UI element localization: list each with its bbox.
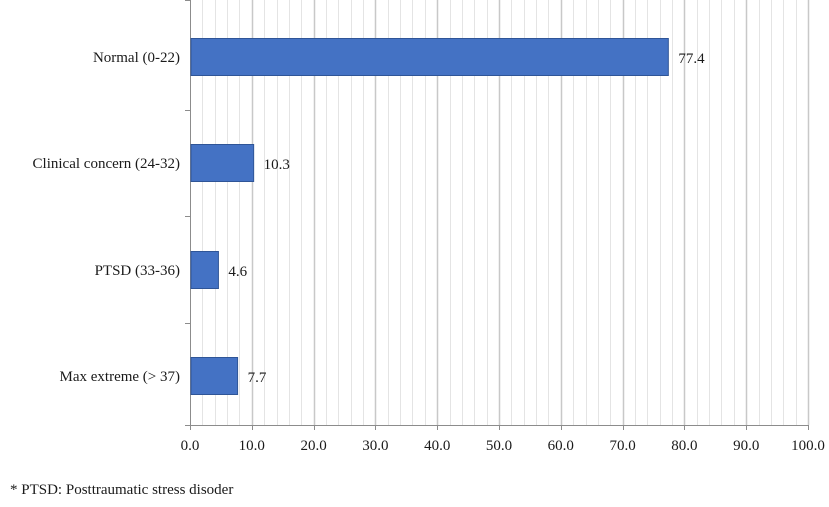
category-label: PTSD (33-36)	[95, 263, 180, 279]
category-label: Clinical concern (24-32)	[33, 156, 180, 172]
category-label: Max extreme (> 37)	[60, 369, 181, 385]
x-tick-label: 30.0	[362, 438, 388, 454]
data-label: 77.4	[678, 51, 705, 67]
category-label: Normal (0-22)	[93, 50, 180, 66]
x-tick-label: 20.0	[300, 438, 326, 454]
data-label: 7.7	[248, 370, 267, 386]
x-tick-label: 10.0	[239, 438, 265, 454]
bar	[190, 251, 219, 289]
bar	[190, 144, 255, 182]
x-tick-label: 70.0	[609, 438, 635, 454]
x-tick-label: 90.0	[733, 438, 759, 454]
x-tick-label: 0.0	[181, 438, 200, 454]
bar	[190, 38, 669, 76]
x-tick-label: 80.0	[671, 438, 697, 454]
footnote: * PTSD: Posttraumatic stress disoder	[10, 482, 234, 498]
x-tick-label: 100.0	[791, 438, 825, 454]
data-label: 10.3	[264, 157, 290, 173]
x-tick-label: 40.0	[424, 438, 450, 454]
x-tick-label: 50.0	[486, 438, 512, 454]
x-tick-label: 60.0	[548, 438, 574, 454]
data-label: 4.6	[228, 264, 247, 280]
bar	[190, 357, 239, 395]
